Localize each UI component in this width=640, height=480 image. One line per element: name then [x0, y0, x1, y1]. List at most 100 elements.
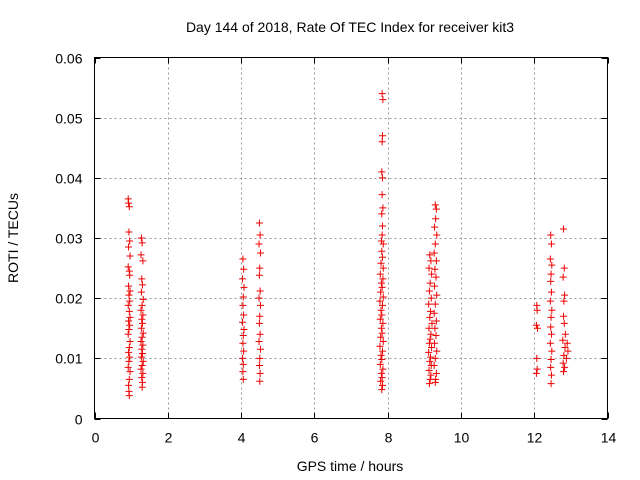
- data-point-marker: [377, 351, 385, 359]
- data-point-marker: [376, 270, 384, 278]
- data-point-marker: [377, 333, 385, 341]
- x-tick-label: 0: [92, 430, 100, 446]
- data-point-marker: [379, 253, 387, 261]
- data-point-marker: [256, 345, 264, 353]
- data-point-marker: [377, 306, 385, 314]
- data-point-marker: [139, 369, 147, 377]
- data-point-marker: [256, 377, 264, 385]
- data-point-marker: [255, 219, 263, 227]
- data-point-marker: [548, 347, 556, 355]
- data-point-marker: [378, 311, 386, 319]
- grid-lines: [94, 57, 608, 419]
- data-point-marker: [532, 321, 540, 329]
- data-point-marker: [379, 96, 387, 104]
- data-point-marker: [425, 287, 433, 295]
- data-point-marker: [239, 375, 247, 383]
- data-point-marker: [379, 275, 387, 283]
- data-point-marker: [376, 297, 384, 305]
- data-point-marker: [560, 368, 568, 376]
- data-point-marker: [138, 383, 146, 391]
- data-point-marker: [425, 300, 433, 308]
- data-point-marker: [125, 375, 133, 383]
- data-point-marker: [379, 174, 387, 182]
- data-point-marker: [124, 363, 132, 371]
- data-point-marker: [125, 307, 133, 315]
- data-point-marker: [138, 239, 146, 247]
- data-point-marker: [378, 386, 386, 394]
- x-tick-label: 4: [238, 430, 246, 446]
- data-point-marker: [255, 337, 263, 345]
- data-point-marker: [377, 237, 385, 245]
- data-point-marker: [239, 354, 247, 362]
- data-point-marker: [379, 347, 387, 355]
- data-point-marker: [430, 309, 438, 317]
- data-point-marker: [426, 313, 434, 321]
- data-point-marker: [425, 348, 433, 356]
- data-point-marker: [139, 350, 147, 358]
- data-point-marker: [377, 279, 385, 287]
- data-point-marker: [126, 252, 134, 260]
- data-point-marker: [379, 319, 387, 327]
- data-point-marker: [255, 294, 263, 302]
- data-point-marker: [425, 366, 433, 374]
- data-point-marker: [560, 264, 568, 272]
- data-point-marker: [124, 330, 132, 338]
- data-point-marker: [124, 301, 132, 309]
- data-point-marker: [239, 360, 247, 368]
- data-point-marker: [137, 234, 145, 242]
- data-point-marker: [125, 381, 133, 389]
- x-tick-label: 14: [601, 430, 617, 446]
- data-point-marker: [426, 251, 434, 259]
- y-tick-label: 0.01: [55, 351, 82, 367]
- data-point-marker: [255, 271, 263, 279]
- data-point-marker: [137, 251, 145, 259]
- data-point-marker: [126, 287, 134, 295]
- data-point-marker: [547, 270, 555, 278]
- data-point-marker: [125, 344, 133, 352]
- data-point-marker: [432, 331, 440, 339]
- data-point-marker: [255, 319, 263, 327]
- data-point-marker: [431, 378, 439, 386]
- data-point-marker: [560, 319, 568, 327]
- data-point-marker: [379, 132, 387, 140]
- data-point-marker: [378, 283, 386, 291]
- data-point-marker: [124, 263, 132, 271]
- axis-ticks: [94, 57, 609, 420]
- data-point-marker: [432, 369, 440, 377]
- y-tick-labels: 0 0.01 0.02 0.03 0.04 0.05 0.06: [55, 51, 82, 428]
- data-point-marker: [431, 354, 439, 362]
- data-point-marker: [139, 295, 147, 303]
- data-point-marker: [377, 259, 385, 267]
- data-point-marker: [378, 210, 386, 218]
- data-point-marker: [126, 337, 134, 345]
- data-point-marker: [560, 297, 568, 305]
- data-point-marker: [547, 313, 555, 321]
- data-point-marker: [378, 191, 386, 199]
- data-point-marker: [376, 360, 384, 368]
- data-point-marker: [125, 357, 133, 365]
- data-point-marker: [138, 362, 146, 370]
- data-point-marker: [547, 380, 555, 388]
- data-point-marker: [378, 138, 386, 146]
- data-point-marker: [431, 201, 439, 209]
- data-point-marker: [560, 225, 568, 233]
- data-point-marker: [256, 312, 264, 320]
- data-point-marker: [432, 215, 440, 223]
- data-point-marker: [430, 362, 438, 370]
- data-point-marker: [126, 321, 134, 329]
- y-axis-label: ROTI / TECUs: [5, 193, 21, 283]
- data-point-marker: [125, 243, 133, 251]
- data-point-marker: [376, 315, 384, 323]
- data-point-marker: [433, 231, 441, 239]
- data-point-marker: [561, 291, 569, 299]
- data-point-marker: [562, 354, 570, 362]
- data-point-marker: [138, 374, 146, 382]
- data-point-marker: [125, 291, 133, 299]
- data-point-marker: [428, 344, 436, 352]
- data-point-marker: [125, 282, 133, 290]
- data-point-marker: [256, 330, 264, 338]
- data-point-marker: [137, 288, 145, 296]
- data-point-marker: [239, 301, 247, 309]
- data-point-marker: [240, 347, 248, 355]
- data-point-marker: [559, 273, 567, 281]
